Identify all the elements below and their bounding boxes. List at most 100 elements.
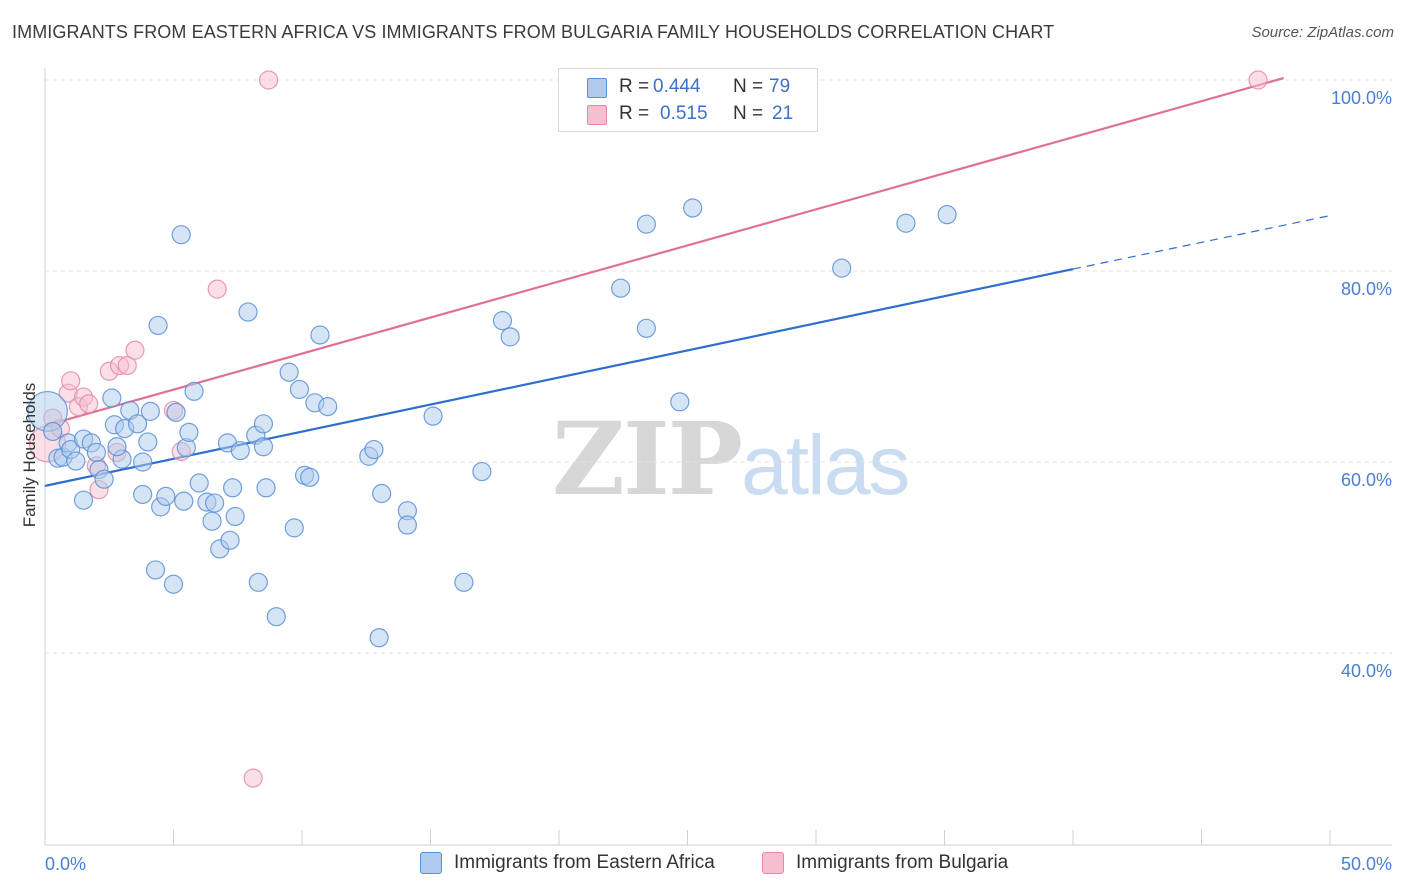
point-eastern-africa (310, 325, 330, 345)
point-eastern-africa (454, 572, 474, 592)
point-eastern-africa (238, 302, 258, 322)
point-eastern-africa (220, 530, 240, 550)
legend-swatch-pink (762, 852, 784, 874)
legend-label-bulgaria: Immigrants from Bulgaria (796, 852, 1009, 873)
trend-line-bulgaria (44, 77, 1285, 427)
point-eastern-africa (230, 440, 250, 461)
legend-n-label: N = (733, 103, 764, 124)
point-eastern-africa (166, 402, 186, 422)
point-eastern-africa (94, 469, 114, 489)
point-eastern-africa (127, 414, 148, 434)
point-eastern-africa (138, 432, 158, 452)
trend-line-eastern-africa-extension (1072, 215, 1331, 270)
point-eastern-africa (179, 422, 199, 442)
point-eastern-africa (937, 205, 957, 225)
trend-lines (44, 77, 1331, 487)
legend-r-value: 0.444 (653, 76, 701, 97)
legend-swatch-blue (420, 852, 442, 874)
legend-r-value: 0.515 (660, 103, 708, 124)
point-bulgaria (258, 70, 279, 90)
source-label: Source: ZipAtlas.com (1251, 24, 1394, 41)
y-tick-label: 60.0% (1341, 470, 1392, 490)
watermark: ZIPatlas (552, 400, 910, 518)
point-eastern-africa (256, 478, 276, 498)
y-axis-label: Family Households (20, 383, 39, 528)
legend-item-eastern-africa: Immigrants from Eastern Africa (420, 852, 715, 874)
point-eastern-africa (279, 362, 299, 382)
point-eastern-africa (683, 198, 703, 218)
legend-swatch-pink (587, 105, 607, 125)
legend-swatch-blue (587, 78, 607, 98)
tick-labels: 40.0% 60.0% 80.0% 100.0% 0.0% 50.0% (45, 88, 1392, 874)
point-eastern-africa (372, 483, 392, 504)
point-eastern-africa (73, 490, 94, 510)
point-eastern-africa (184, 381, 204, 401)
point-eastern-africa (148, 315, 168, 336)
point-eastern-africa (472, 461, 492, 482)
point-bulgaria (117, 355, 137, 376)
legend-item-bulgaria: Immigrants from Bulgaria (762, 852, 1008, 874)
point-eastern-africa (248, 572, 268, 592)
y-tick-label: 80.0% (1341, 279, 1392, 299)
point-eastern-africa (253, 414, 274, 434)
point-bulgaria (61, 371, 81, 391)
point-bulgaria (79, 394, 99, 414)
legend-n-value: 79 (769, 76, 791, 97)
watermark-zip: ZIP (552, 400, 743, 518)
y-tick-label: 40.0% (1341, 661, 1392, 681)
point-eastern-africa (174, 491, 194, 511)
point-eastern-africa (171, 225, 191, 245)
stats-legend: R = 0.444 N = 79 R = 0.515 N = 21 (558, 68, 818, 132)
point-bulgaria (243, 768, 263, 788)
point-eastern-africa (369, 628, 389, 648)
point-eastern-africa (636, 318, 656, 338)
point-eastern-africa (289, 379, 310, 400)
point-eastern-africa (636, 214, 656, 234)
point-eastern-africa (86, 442, 107, 463)
point-eastern-africa (133, 484, 153, 505)
y-tick-label: 100.0% (1331, 88, 1392, 108)
series-legend: Immigrants from Eastern Africa Immigrant… (0, 852, 1406, 878)
point-eastern-africa (364, 439, 384, 460)
point-eastern-africa (205, 493, 225, 513)
point-bulgaria (1248, 70, 1268, 90)
point-eastern-africa (223, 478, 243, 498)
point-eastern-africa (202, 511, 222, 531)
point-eastern-africa (43, 421, 63, 442)
point-bulgaria (125, 340, 145, 360)
x-tick-label: 50.0% (1341, 854, 1392, 874)
point-eastern-africa (140, 401, 160, 421)
point-eastern-africa (284, 518, 304, 538)
data-points (27, 70, 1268, 788)
grid-lines (45, 79, 1392, 654)
watermark-atlas: atlas (740, 418, 910, 512)
legend-r-label: R = (619, 103, 650, 124)
point-eastern-africa (832, 258, 852, 278)
point-eastern-africa (253, 437, 274, 457)
point-eastern-africa (189, 473, 209, 493)
legend-r-label: R = (619, 76, 650, 97)
point-eastern-africa (266, 607, 286, 627)
legend-label-eastern-africa: Immigrants from Eastern Africa (454, 852, 715, 873)
point-bulgaria (207, 279, 227, 299)
point-eastern-africa (156, 486, 176, 506)
point-eastern-africa (611, 278, 631, 298)
point-eastern-africa (492, 311, 513, 331)
point-eastern-africa (163, 574, 184, 594)
point-eastern-africa (423, 406, 443, 426)
point-eastern-africa (670, 392, 690, 412)
point-eastern-africa (225, 506, 245, 527)
point-eastern-africa (500, 327, 520, 347)
point-eastern-africa (102, 388, 122, 408)
point-eastern-africa (318, 397, 338, 417)
point-eastern-africa (107, 437, 127, 457)
point-eastern-africa (300, 467, 320, 487)
legend-n-label: N = (733, 76, 764, 97)
legend-n-value: 21 (772, 103, 794, 124)
chart-title: IMMIGRANTS FROM EASTERN AFRICA VS IMMIGR… (12, 22, 1055, 42)
point-eastern-africa (145, 560, 166, 580)
point-eastern-africa (896, 213, 916, 233)
trend-line-eastern-africa (44, 268, 1074, 487)
point-eastern-africa (133, 452, 153, 472)
